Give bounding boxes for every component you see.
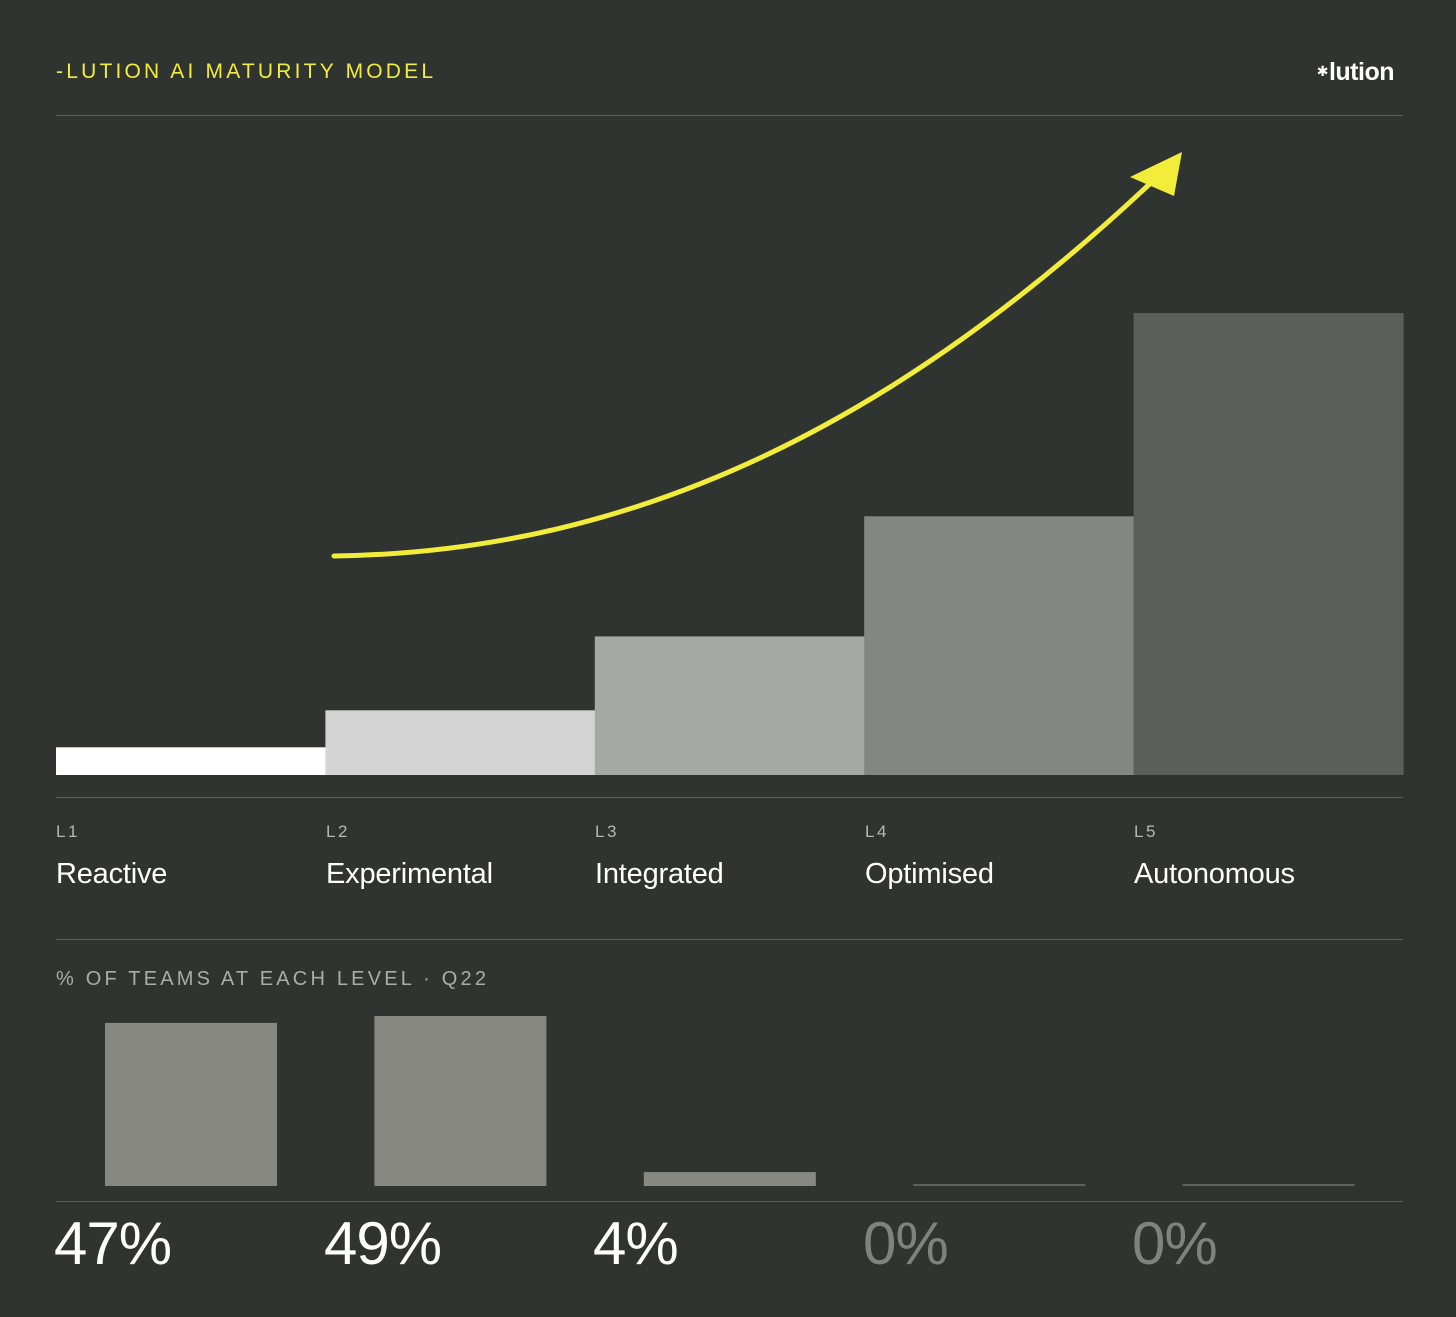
distribution-bar-l1 xyxy=(105,1022,277,1186)
arrow-head-icon xyxy=(1130,152,1182,196)
distribution-bar-l5 xyxy=(1182,1184,1355,1186)
percent-label-l3: 4% xyxy=(593,1210,679,1277)
distribution-bar-l2 xyxy=(374,1016,547,1186)
percent-label-l5: 0% xyxy=(1132,1210,1218,1277)
level-name-autonomous: Autonomous xyxy=(1134,858,1295,890)
level-code-l3: L3 xyxy=(595,822,619,841)
maturity-step-bar-l3 xyxy=(594,636,865,775)
top-divider xyxy=(56,115,1403,116)
trend-arrow-icon xyxy=(331,175,1159,559)
maturity-step-bar-l1 xyxy=(56,747,326,775)
level-code-l4: L4 xyxy=(865,822,889,841)
asterisk-icon: ✱ xyxy=(1316,63,1329,79)
distribution-bar-l3 xyxy=(643,1172,816,1186)
level-name-integrated: Integrated xyxy=(595,858,724,890)
maturity-step-bar-l5 xyxy=(1133,313,1404,775)
brand-logo: ✱ lution xyxy=(1316,58,1395,87)
level-code-l1: L1 xyxy=(56,822,80,841)
level-code-l5: L5 xyxy=(1134,822,1158,841)
chart-title: -LUTION AI MATURITY MODEL xyxy=(56,60,437,83)
distribution-bars xyxy=(105,1016,1355,1186)
maturity-steps xyxy=(56,313,1404,775)
brand-logo-text: lution xyxy=(1328,58,1395,86)
distribution-title: % OF TEAMS AT EACH LEVEL · Q22 xyxy=(56,968,490,990)
percent-label-l4: 0% xyxy=(863,1210,949,1277)
percent-label-l1: 47% xyxy=(54,1210,172,1277)
level-divider xyxy=(56,797,1403,798)
distribution-bar-l4 xyxy=(913,1184,1086,1186)
maturity-step-bar-l2 xyxy=(325,710,596,775)
level-name-experimental: Experimental xyxy=(326,858,493,890)
section-divider xyxy=(56,939,1403,940)
level-name-reactive: Reactive xyxy=(56,858,168,890)
distribution-baseline xyxy=(56,1201,1403,1202)
percent-label-l2: 49% xyxy=(324,1210,442,1277)
level-code-l2: L2 xyxy=(326,822,350,841)
level-name-optimised: Optimised xyxy=(865,858,994,890)
maturity-step-bar-l4 xyxy=(864,516,1135,775)
